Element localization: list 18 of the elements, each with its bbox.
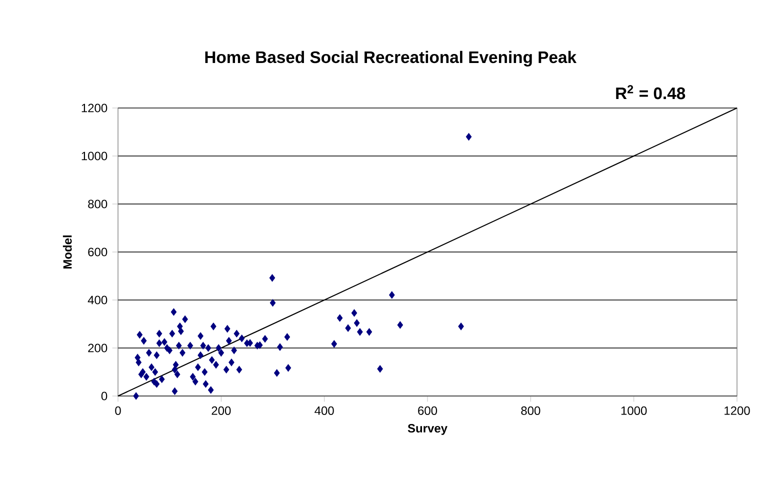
y-tick-label: 200 bbox=[88, 344, 108, 352]
y-tick-label: 0 bbox=[101, 392, 108, 400]
y-axis-title: Model bbox=[62, 236, 72, 269]
y-tick-label: 1000 bbox=[82, 152, 108, 160]
y-tick-label: 600 bbox=[88, 248, 108, 256]
x-tick-label: 1000 bbox=[621, 406, 647, 415]
y-tick-label: 400 bbox=[88, 296, 108, 304]
x-tick-label: 200 bbox=[212, 406, 231, 415]
x-tick-label: 400 bbox=[314, 406, 334, 415]
chart-title: Home Based Social Recreational Evening Peak bbox=[205, 50, 577, 66]
x-axis-title: Survey bbox=[408, 424, 448, 435]
y-tick-label: 800 bbox=[88, 200, 108, 208]
x-tick-label: 800 bbox=[521, 406, 540, 415]
text: R$^{2}$ = 0.48 bbox=[616, 85, 686, 100]
x-tick-label: 600 bbox=[418, 406, 438, 415]
x-tick-label: 1200 bbox=[724, 406, 750, 415]
y-tick-label: 1200 bbox=[82, 104, 108, 112]
x-tick-label: 0 bbox=[115, 406, 121, 415]
